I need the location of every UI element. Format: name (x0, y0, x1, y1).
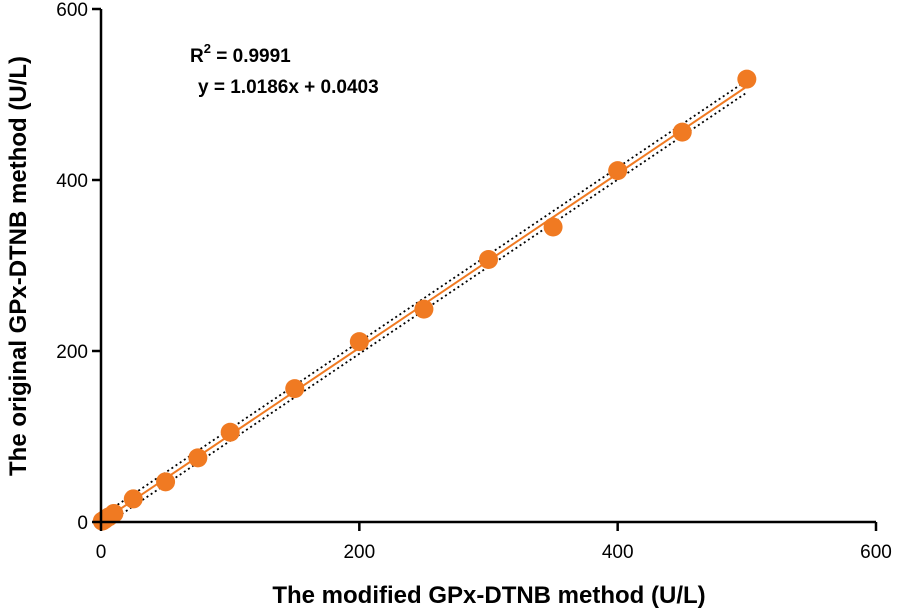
data-points (92, 69, 757, 531)
x-tick-label: 200 (343, 542, 375, 563)
regression-equation: y = 1.0186x + 0.0403 (198, 77, 379, 98)
data-point (188, 448, 208, 468)
r-squared-value: = 0.9991 (211, 46, 291, 67)
y-tick-label: 200 (56, 342, 88, 363)
data-point (672, 122, 692, 142)
y-tick-label: 400 (56, 171, 88, 192)
data-point (414, 299, 434, 319)
x-tick-label: 400 (602, 542, 634, 563)
data-point (220, 422, 240, 442)
data-point (123, 489, 143, 509)
data-point (349, 332, 369, 352)
data-point (285, 379, 305, 399)
y-tick-label: 600 (56, 0, 88, 21)
r-squared-symbol: R (190, 46, 204, 67)
r-squared-superscript: 2 (204, 41, 211, 56)
data-point (737, 69, 757, 89)
data-point (104, 503, 124, 523)
data-point (479, 250, 498, 270)
r-squared-annotation: R2 = 0.9991 (190, 41, 291, 67)
x-tick-label: 600 (860, 542, 892, 563)
data-point (608, 161, 628, 181)
axes (99, 9, 876, 524)
data-point (156, 472, 176, 492)
y-ticks: 0 200 400 600 (56, 0, 101, 534)
data-point (543, 217, 563, 237)
x-ticks: 0 200 400 600 (96, 522, 892, 563)
x-axis-title: The modified GPx-DTNB method (U/L) (272, 582, 705, 609)
y-tick-label: 0 (77, 513, 88, 534)
x-tick-label: 0 (96, 542, 107, 563)
y-axis-title: The original GPx-DTNB method (U/L) (5, 56, 32, 476)
